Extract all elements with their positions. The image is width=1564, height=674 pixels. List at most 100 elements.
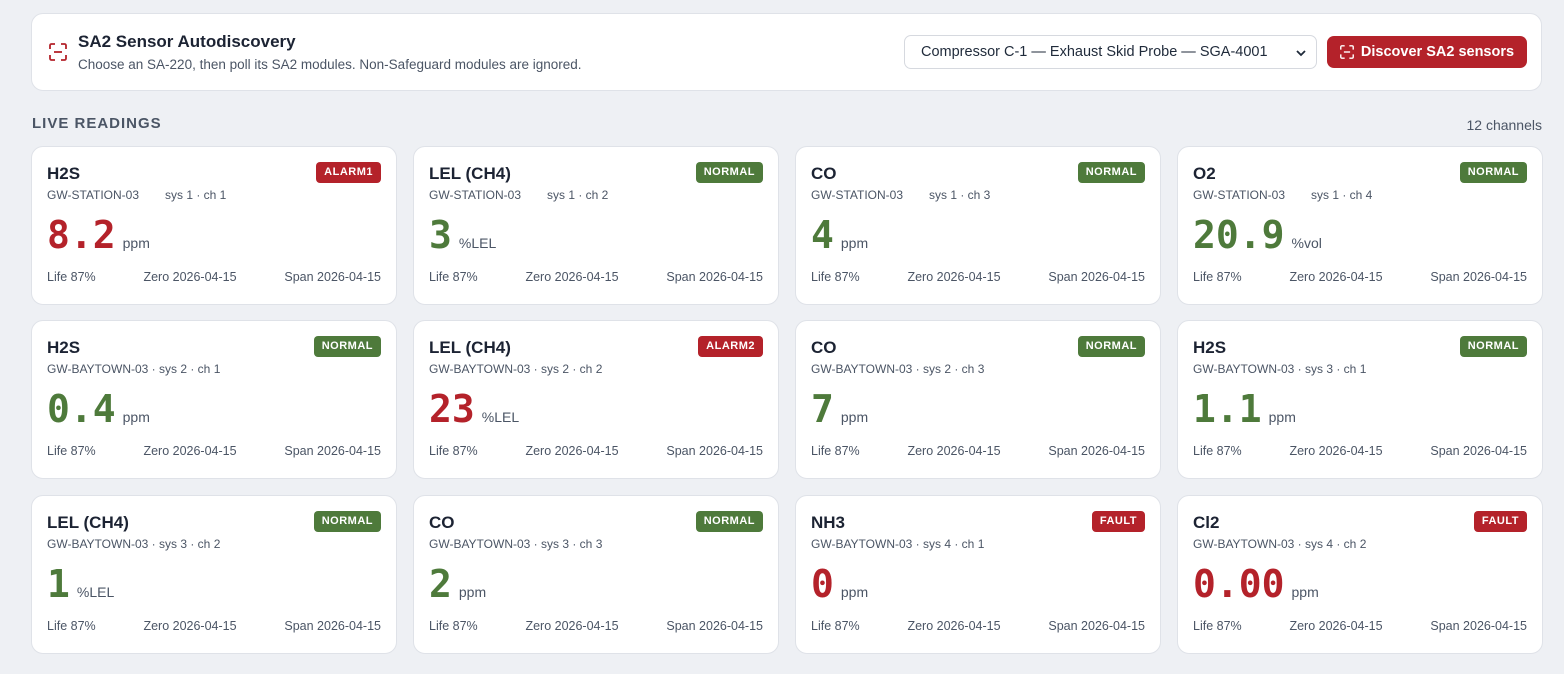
status-badge: NORMAL [313, 336, 381, 357]
gas-name: CO [429, 513, 455, 532]
status-badge: NORMAL [695, 511, 763, 532]
reading-value: 1 [47, 562, 70, 606]
status-badge: NORMAL [1459, 162, 1527, 183]
reading-unit: ppm [1291, 584, 1319, 600]
reading-unit: %vol [1291, 235, 1322, 251]
reading-unit: ppm [122, 235, 150, 251]
reading-value: 1.1 [1193, 387, 1262, 431]
zero-date: Zero 2026-04-15 [525, 619, 619, 633]
status-badge: NORMAL [695, 162, 763, 183]
reading-card[interactable]: H2S NORMAL GW-BAYTOWN-03 · sys 3 · ch 1 1.1… [1177, 320, 1543, 479]
reading-card[interactable]: Cl2 FAULT GW-BAYTOWN-03 · sys 4 · ch 2 0.00… [1177, 495, 1543, 654]
status-badge: NORMAL [313, 511, 381, 532]
chevron-down-icon [1296, 50, 1306, 57]
span-date: Span 2026-04-15 [284, 270, 381, 284]
gas-name: CO [811, 164, 837, 183]
zero-date: Zero 2026-04-15 [1289, 619, 1383, 633]
channel-location: sys 1 · ch 3 [929, 188, 991, 202]
reading-value-row: 1 %LEL [47, 562, 114, 606]
reading-card[interactable]: LEL (CH4) NORMAL GW-BAYTOWN-03 · sys 3 · c… [31, 495, 397, 654]
span-date: Span 2026-04-15 [666, 619, 763, 633]
device-select[interactable]: Compressor C-1 — Exhaust Skid Probe — SG… [904, 35, 1317, 69]
zero-date: Zero 2026-04-15 [1289, 444, 1383, 458]
span-date: Span 2026-04-15 [1048, 444, 1145, 458]
reading-value: 20.9 [1193, 213, 1285, 257]
calibration-footer: Life 87% Zero 2026-04-15 Span 2026-04-15 [47, 444, 381, 458]
reading-unit: ppm [840, 409, 869, 425]
span-date: Span 2026-04-15 [666, 444, 763, 458]
sensor-life: Life 87% [811, 444, 860, 458]
reading-card[interactable]: H2S NORMAL GW-BAYTOWN-03 · sys 2 · ch 1 0.4… [31, 320, 397, 479]
gateway-source: GW-BAYTOWN-03 · sys 4 · ch 1 [811, 537, 985, 551]
calibration-footer: Life 87% Zero 2026-04-15 Span 2026-04-15 [1193, 619, 1527, 633]
calibration-footer: Life 87% Zero 2026-04-15 Span 2026-04-15 [811, 444, 1145, 458]
reading-value-row: 8.2 ppm [47, 213, 150, 257]
reading-unit: ppm [122, 409, 150, 425]
calibration-footer: Life 87% Zero 2026-04-15 Span 2026-04-15 [1193, 270, 1527, 284]
sensor-life: Life 87% [429, 619, 478, 633]
reading-card[interactable]: NH3 FAULT GW-BAYTOWN-03 · sys 4 · ch 1 0 ppm… [795, 495, 1161, 654]
calibration-footer: Life 87% Zero 2026-04-15 Span 2026-04-15 [1193, 444, 1527, 458]
reading-value: 3 [429, 213, 452, 257]
span-date: Span 2026-04-15 [1430, 444, 1527, 458]
reading-card[interactable]: CO NORMAL GW-STATION-03 sys 1 · ch 3 4 ppm Lif… [795, 146, 1161, 305]
span-date: Span 2026-04-15 [1048, 619, 1145, 633]
gas-name: O2 [1193, 164, 1216, 183]
sensor-life: Life 87% [429, 444, 478, 458]
reading-value: 4 [811, 213, 834, 257]
status-badge: NORMAL [1459, 336, 1527, 357]
reading-value: 7 [811, 387, 834, 431]
span-date: Span 2026-04-15 [284, 444, 381, 458]
discovery-title: SA2 Sensor Autodiscovery [78, 32, 296, 51]
reading-value-row: 0 ppm [811, 562, 868, 606]
reading-card[interactable]: O2 NORMAL GW-STATION-03 sys 1 · ch 4 20.9 %vo… [1177, 146, 1543, 305]
gas-name: NH3 [811, 513, 846, 532]
reading-card[interactable]: CO NORMAL GW-BAYTOWN-03 · sys 3 · ch 3 2 ppm… [413, 495, 779, 654]
reading-value-row: 4 ppm [811, 213, 868, 257]
reading-value-row: 23 %LEL [429, 387, 519, 431]
gateway-source: GW-BAYTOWN-03 · sys 3 · ch 1 [1193, 362, 1367, 376]
reading-value-row: 7 ppm [811, 387, 868, 431]
sensor-life: Life 87% [47, 444, 96, 458]
reading-value: 2 [429, 562, 452, 606]
reading-unit: ppm [840, 235, 869, 251]
zero-date: Zero 2026-04-15 [143, 444, 237, 458]
discovery-subtitle: Choose an SA-220, then poll its SA2 modu… [78, 57, 582, 72]
sensor-life: Life 87% [429, 270, 478, 284]
gateway-source: GW-BAYTOWN-03 · sys 2 · ch 1 [47, 362, 221, 376]
status-badge: NORMAL [1077, 336, 1145, 357]
channel-location: sys 1 · ch 2 [547, 188, 609, 202]
gateway-source: GW-BAYTOWN-03 · sys 4 · ch 2 [1193, 537, 1367, 551]
gateway-source: GW-STATION-03 [429, 188, 522, 202]
gas-name: CO [811, 338, 837, 357]
reading-card[interactable]: CO NORMAL GW-BAYTOWN-03 · sys 2 · ch 3 7 ppm… [795, 320, 1161, 479]
calibration-footer: Life 87% Zero 2026-04-15 Span 2026-04-15 [429, 444, 763, 458]
sensor-life: Life 87% [1193, 619, 1242, 633]
sensor-life: Life 87% [811, 270, 860, 284]
gateway-source: GW-BAYTOWN-03 · sys 3 · ch 3 [429, 537, 603, 551]
gateway-source: GW-BAYTOWN-03 · sys 3 · ch 2 [47, 537, 221, 551]
sensor-life: Life 87% [811, 619, 860, 633]
reading-value-row: 3 %LEL [429, 213, 496, 257]
reading-unit: %LEL [481, 409, 520, 425]
reading-card[interactable]: LEL (CH4) NORMAL GW-STATION-03 sys 1 · ch 2… [413, 146, 779, 305]
scan-icon [49, 43, 67, 61]
reading-value: 0.00 [1193, 562, 1285, 606]
gas-name: LEL (CH4) [47, 513, 129, 532]
reading-value-row: 1.1 ppm [1193, 387, 1296, 431]
calibration-footer: Life 87% Zero 2026-04-15 Span 2026-04-15 [47, 619, 381, 633]
reading-unit: %LEL [76, 584, 115, 600]
reading-value-row: 2 ppm [429, 562, 486, 606]
reading-card[interactable]: H2S ALARM1 GW-STATION-03 sys 1 · ch 1 8.2 ppm… [31, 146, 397, 305]
zero-date: Zero 2026-04-15 [143, 270, 237, 284]
calibration-footer: Life 87% Zero 2026-04-15 Span 2026-04-15 [429, 270, 763, 284]
discover-sensors-button[interactable]: Discover SA2 sensors [1327, 36, 1527, 68]
sensor-life: Life 87% [47, 619, 96, 633]
reading-value-row: 20.9 %vol [1193, 213, 1322, 257]
gateway-source: GW-BAYTOWN-03 · sys 2 · ch 3 [811, 362, 985, 376]
span-date: Span 2026-04-15 [1048, 270, 1145, 284]
discover-button-label: Discover SA2 sensors [1360, 44, 1515, 60]
channel-location: sys 1 · ch 4 [1311, 188, 1373, 202]
sensor-life: Life 87% [1193, 270, 1242, 284]
reading-card[interactable]: LEL (CH4) ALARM2 GW-BAYTOWN-03 · sys 2 · c… [413, 320, 779, 479]
